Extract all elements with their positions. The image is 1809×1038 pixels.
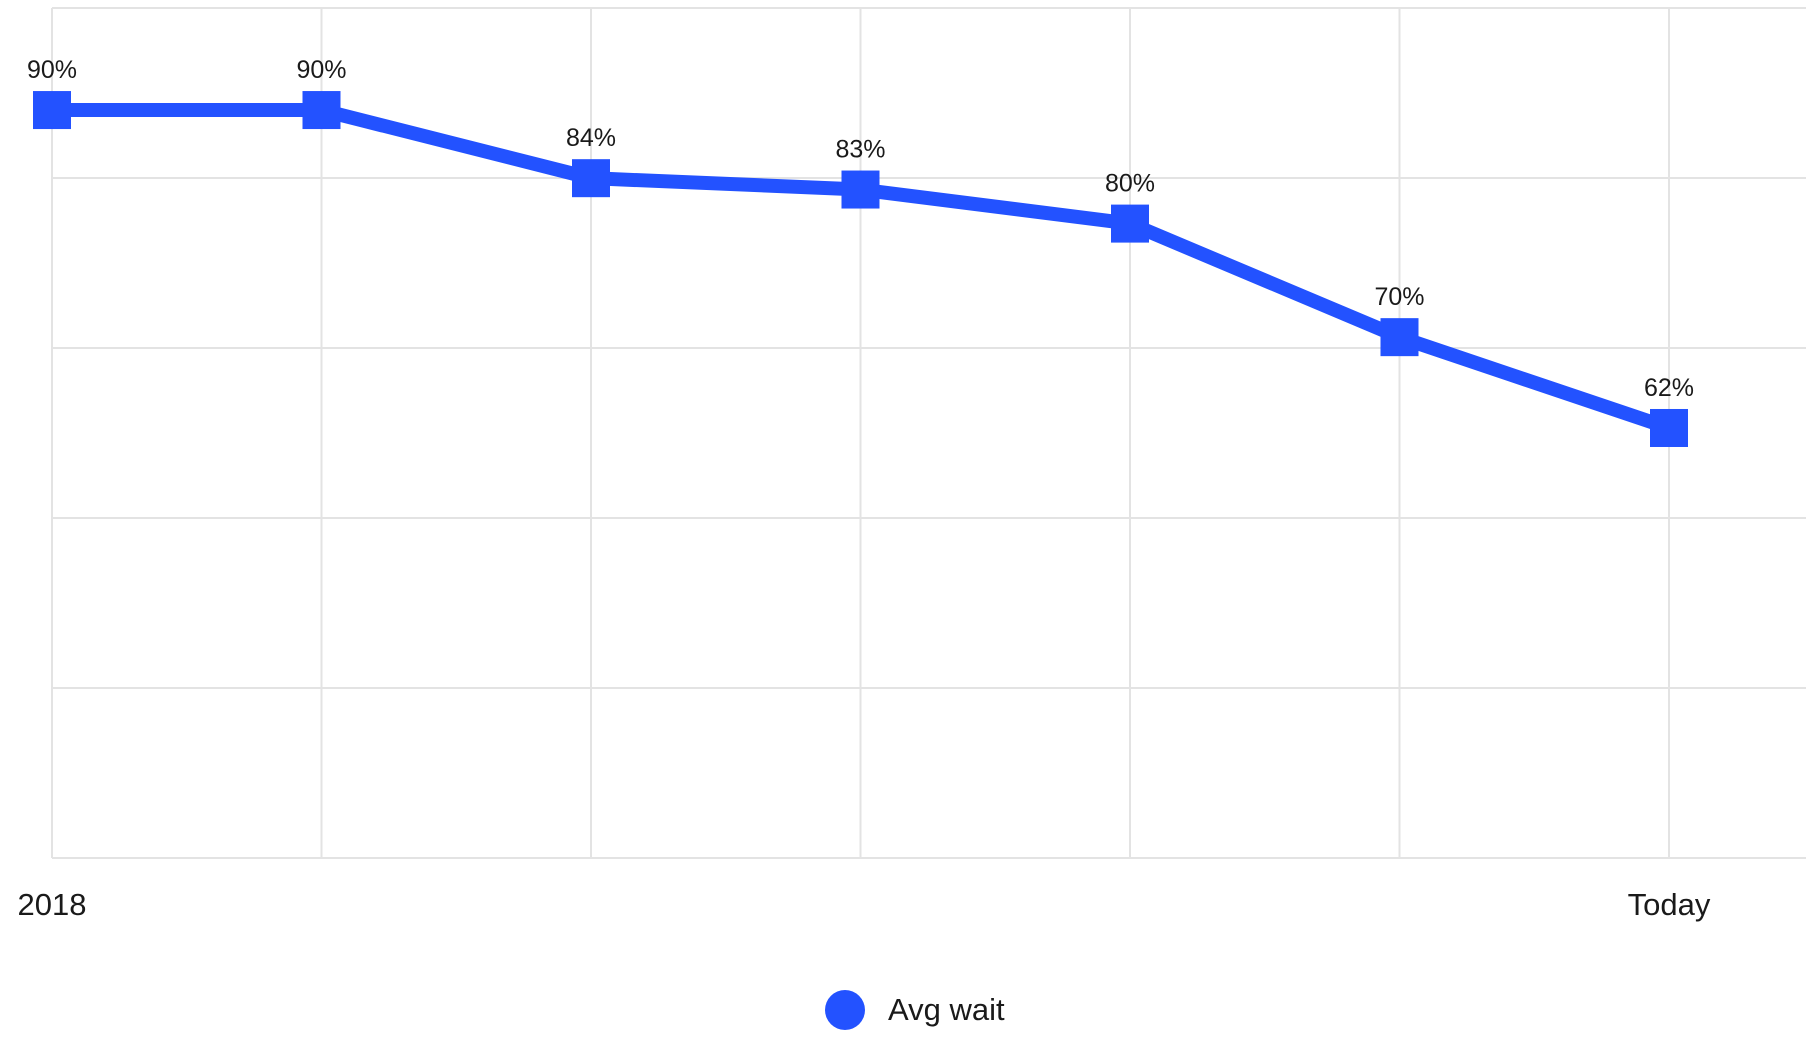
legend: Avg wait — [825, 990, 1005, 1030]
data-point-marker — [841, 170, 880, 209]
data-point-marker — [33, 91, 71, 130]
data-markers — [33, 91, 1688, 447]
legend-swatch-avg-wait — [825, 990, 865, 1030]
data-label: 62% — [1644, 374, 1694, 402]
data-label: 90% — [27, 56, 77, 84]
data-point-marker — [302, 91, 341, 130]
data-point-marker — [1650, 408, 1688, 447]
legend-label-avg-wait: Avg wait — [888, 992, 1005, 1027]
data-label: 83% — [835, 136, 885, 164]
data-point-marker — [1380, 318, 1419, 357]
data-label: 84% — [566, 124, 616, 152]
x-tick-label: Today — [1628, 887, 1711, 922]
data-point-marker — [1111, 204, 1149, 243]
data-label: 70% — [1374, 283, 1424, 311]
data-label: 80% — [1105, 170, 1155, 198]
data-point-marker — [572, 159, 610, 198]
grid-lines — [51, 7, 1806, 859]
data-label: 90% — [296, 56, 346, 84]
data-labels: 90% 90% 84% 83% 80% 70% 62% — [27, 56, 1694, 402]
x-axis-tick-labels: 2018 Today — [18, 887, 1711, 922]
x-tick-label: 2018 — [18, 887, 87, 922]
